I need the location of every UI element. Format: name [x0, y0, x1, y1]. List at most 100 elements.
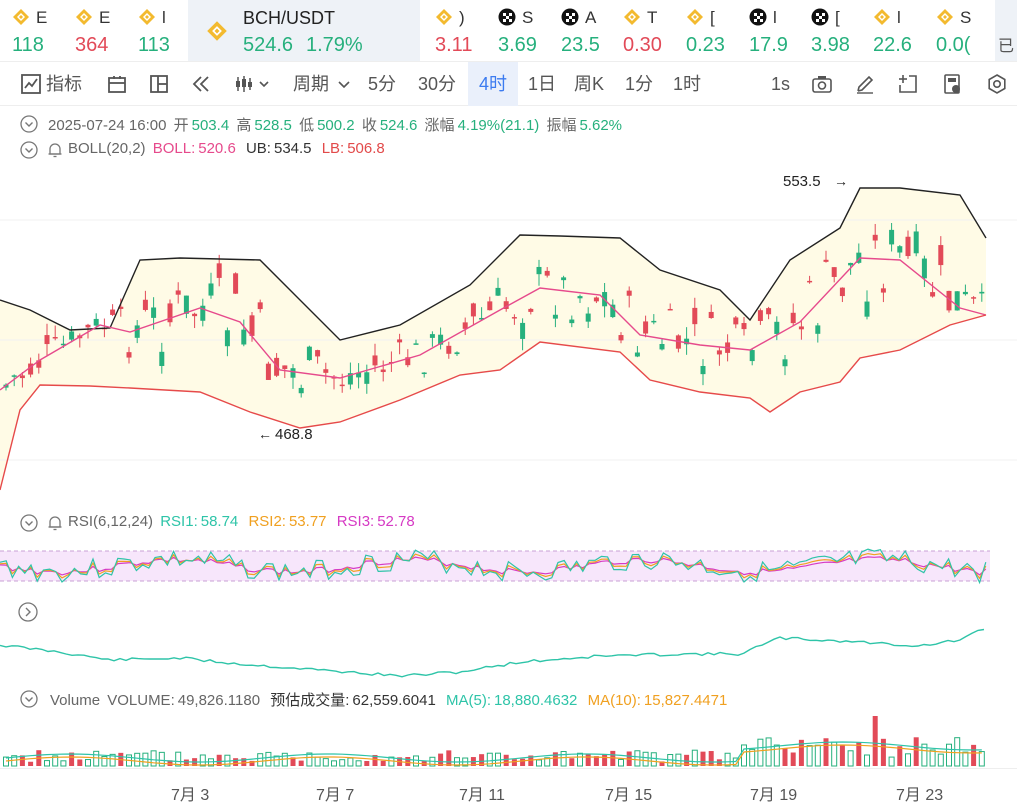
ticker-symbol: ) — [459, 8, 465, 27]
speed-selector[interactable]: 1s — [771, 74, 791, 94]
calculator-icon[interactable] — [941, 73, 963, 95]
candle-body — [479, 317, 485, 320]
volume-bar — [544, 757, 551, 767]
volume-bar — [585, 753, 591, 766]
candle-body — [938, 245, 944, 266]
indicator-button[interactable]: 指标 — [46, 74, 82, 94]
ticker-item[interactable]: l 22.6 — [873, 0, 925, 61]
volume-bar — [897, 746, 903, 766]
ticker-item[interactable]: T 0.30 — [623, 0, 675, 61]
candle-body — [159, 351, 165, 366]
ticker-item[interactable]: l 17.9 — [749, 0, 801, 61]
amplitude-value: 5.62% — [579, 117, 623, 134]
candle-body — [19, 375, 25, 379]
candle-body — [175, 290, 181, 295]
ticker-item[interactable]: S 3.69 — [498, 0, 550, 61]
volume-bar — [241, 758, 247, 766]
volume-bar — [602, 754, 608, 766]
rsi-chart[interactable] — [0, 540, 1017, 592]
calendar-icon[interactable] — [106, 73, 128, 95]
interval-5m[interactable]: 5分 — [368, 74, 397, 94]
high-annotation: 553.5 — [783, 173, 821, 190]
bnb-icon — [76, 9, 92, 25]
candlestick-chart[interactable]: 553.5 → ← 468.8 — [0, 160, 1017, 506]
bell-icon[interactable] — [46, 141, 64, 159]
candle-body — [241, 329, 247, 345]
chevron-down-icon[interactable] — [336, 73, 352, 95]
layout-icon[interactable] — [148, 73, 170, 95]
chevron-circle-icon[interactable] — [20, 690, 38, 708]
candle-body — [585, 313, 591, 322]
candle-body — [429, 334, 435, 338]
candle-body — [126, 352, 132, 358]
candle-body — [282, 365, 288, 369]
ticker-item[interactable]: l 113 — [138, 0, 190, 61]
ma10-line — [5, 744, 982, 766]
volume-chart[interactable] — [0, 712, 1017, 768]
candle-body — [536, 266, 542, 275]
candle-body — [897, 246, 903, 253]
okx-icon — [811, 8, 829, 26]
candle-body — [446, 345, 452, 354]
volume-bar — [528, 755, 534, 766]
volume-bar — [929, 749, 936, 767]
interval-1d[interactable]: 1日 — [528, 74, 557, 94]
volume-bar — [158, 751, 165, 767]
volume-bar — [593, 756, 599, 766]
candle-body — [323, 369, 329, 373]
volume-bar — [265, 751, 272, 767]
ticker-item[interactable]: [3.98 — [811, 0, 863, 61]
ticker-item[interactable]: S 0.0( — [936, 0, 988, 61]
period-dropdown[interactable]: 周期 — [293, 74, 329, 94]
volume-bar — [28, 761, 34, 766]
candle-body — [405, 357, 411, 366]
volume-bar — [552, 752, 558, 766]
interval-1w[interactable]: 周K — [574, 74, 605, 94]
interval-4h[interactable]: 4时 — [468, 62, 518, 106]
pencil-icon[interactable] — [854, 73, 876, 95]
add-chart-icon[interactable] — [897, 73, 919, 95]
ticker-symbol: l — [162, 8, 166, 27]
active-ticker[interactable]: BCH/USDT 524.6 1.79% — [188, 0, 420, 61]
volume-bar — [438, 753, 444, 766]
volume-bar — [249, 760, 255, 766]
ticker-item[interactable]: E 118 — [12, 0, 64, 61]
open-value: 503.4 — [191, 117, 230, 134]
candle-type-icon[interactable] — [233, 73, 255, 95]
rsi3-value: 52.78 — [377, 513, 415, 530]
ticker-price: 3.69 — [498, 34, 537, 56]
chevron-circle-icon[interactable] — [20, 514, 38, 532]
chevron-right-circle-icon[interactable] — [18, 602, 38, 622]
ticker-more-button[interactable]: 已 — [995, 0, 1017, 61]
rsi1-line — [0, 548, 987, 585]
ticker-item[interactable]: A 23.5 — [561, 0, 613, 61]
interval-30m[interactable]: 30分 — [418, 74, 457, 94]
candle-body — [462, 322, 468, 329]
indicator-line-chart[interactable] — [0, 620, 1017, 682]
chevron-circle-icon[interactable] — [20, 141, 38, 159]
chevron-down-icon[interactable] — [258, 73, 270, 95]
bnb-icon — [139, 9, 155, 25]
settings-icon[interactable] — [986, 73, 1008, 95]
boll-mid-label: BOLL: — [152, 140, 196, 157]
ticker-item[interactable]: E 364 — [75, 0, 127, 61]
candle-body — [889, 229, 895, 245]
interval-1h[interactable]: 1时 — [673, 74, 702, 94]
ticker-item[interactable]: ) 3.11 — [435, 0, 487, 61]
interval-1m[interactable]: 1分 — [625, 74, 654, 94]
rewind-icon[interactable] — [190, 73, 212, 95]
chevron-circle-icon[interactable] — [20, 115, 38, 133]
volume-bar — [355, 760, 362, 767]
volume-bar — [856, 742, 862, 766]
bell-icon[interactable] — [46, 514, 64, 532]
volume-bar — [364, 760, 370, 766]
ticker-item[interactable]: [0.23 — [686, 0, 738, 61]
volume-bar — [773, 744, 780, 767]
indicator-icon[interactable] — [20, 73, 42, 95]
x-tick-label: 7月 3 — [171, 787, 210, 804]
candle-body — [766, 308, 772, 315]
candle-body — [848, 262, 854, 266]
candle-body — [110, 309, 116, 315]
candle-body — [790, 312, 796, 324]
camera-icon[interactable] — [811, 73, 833, 95]
